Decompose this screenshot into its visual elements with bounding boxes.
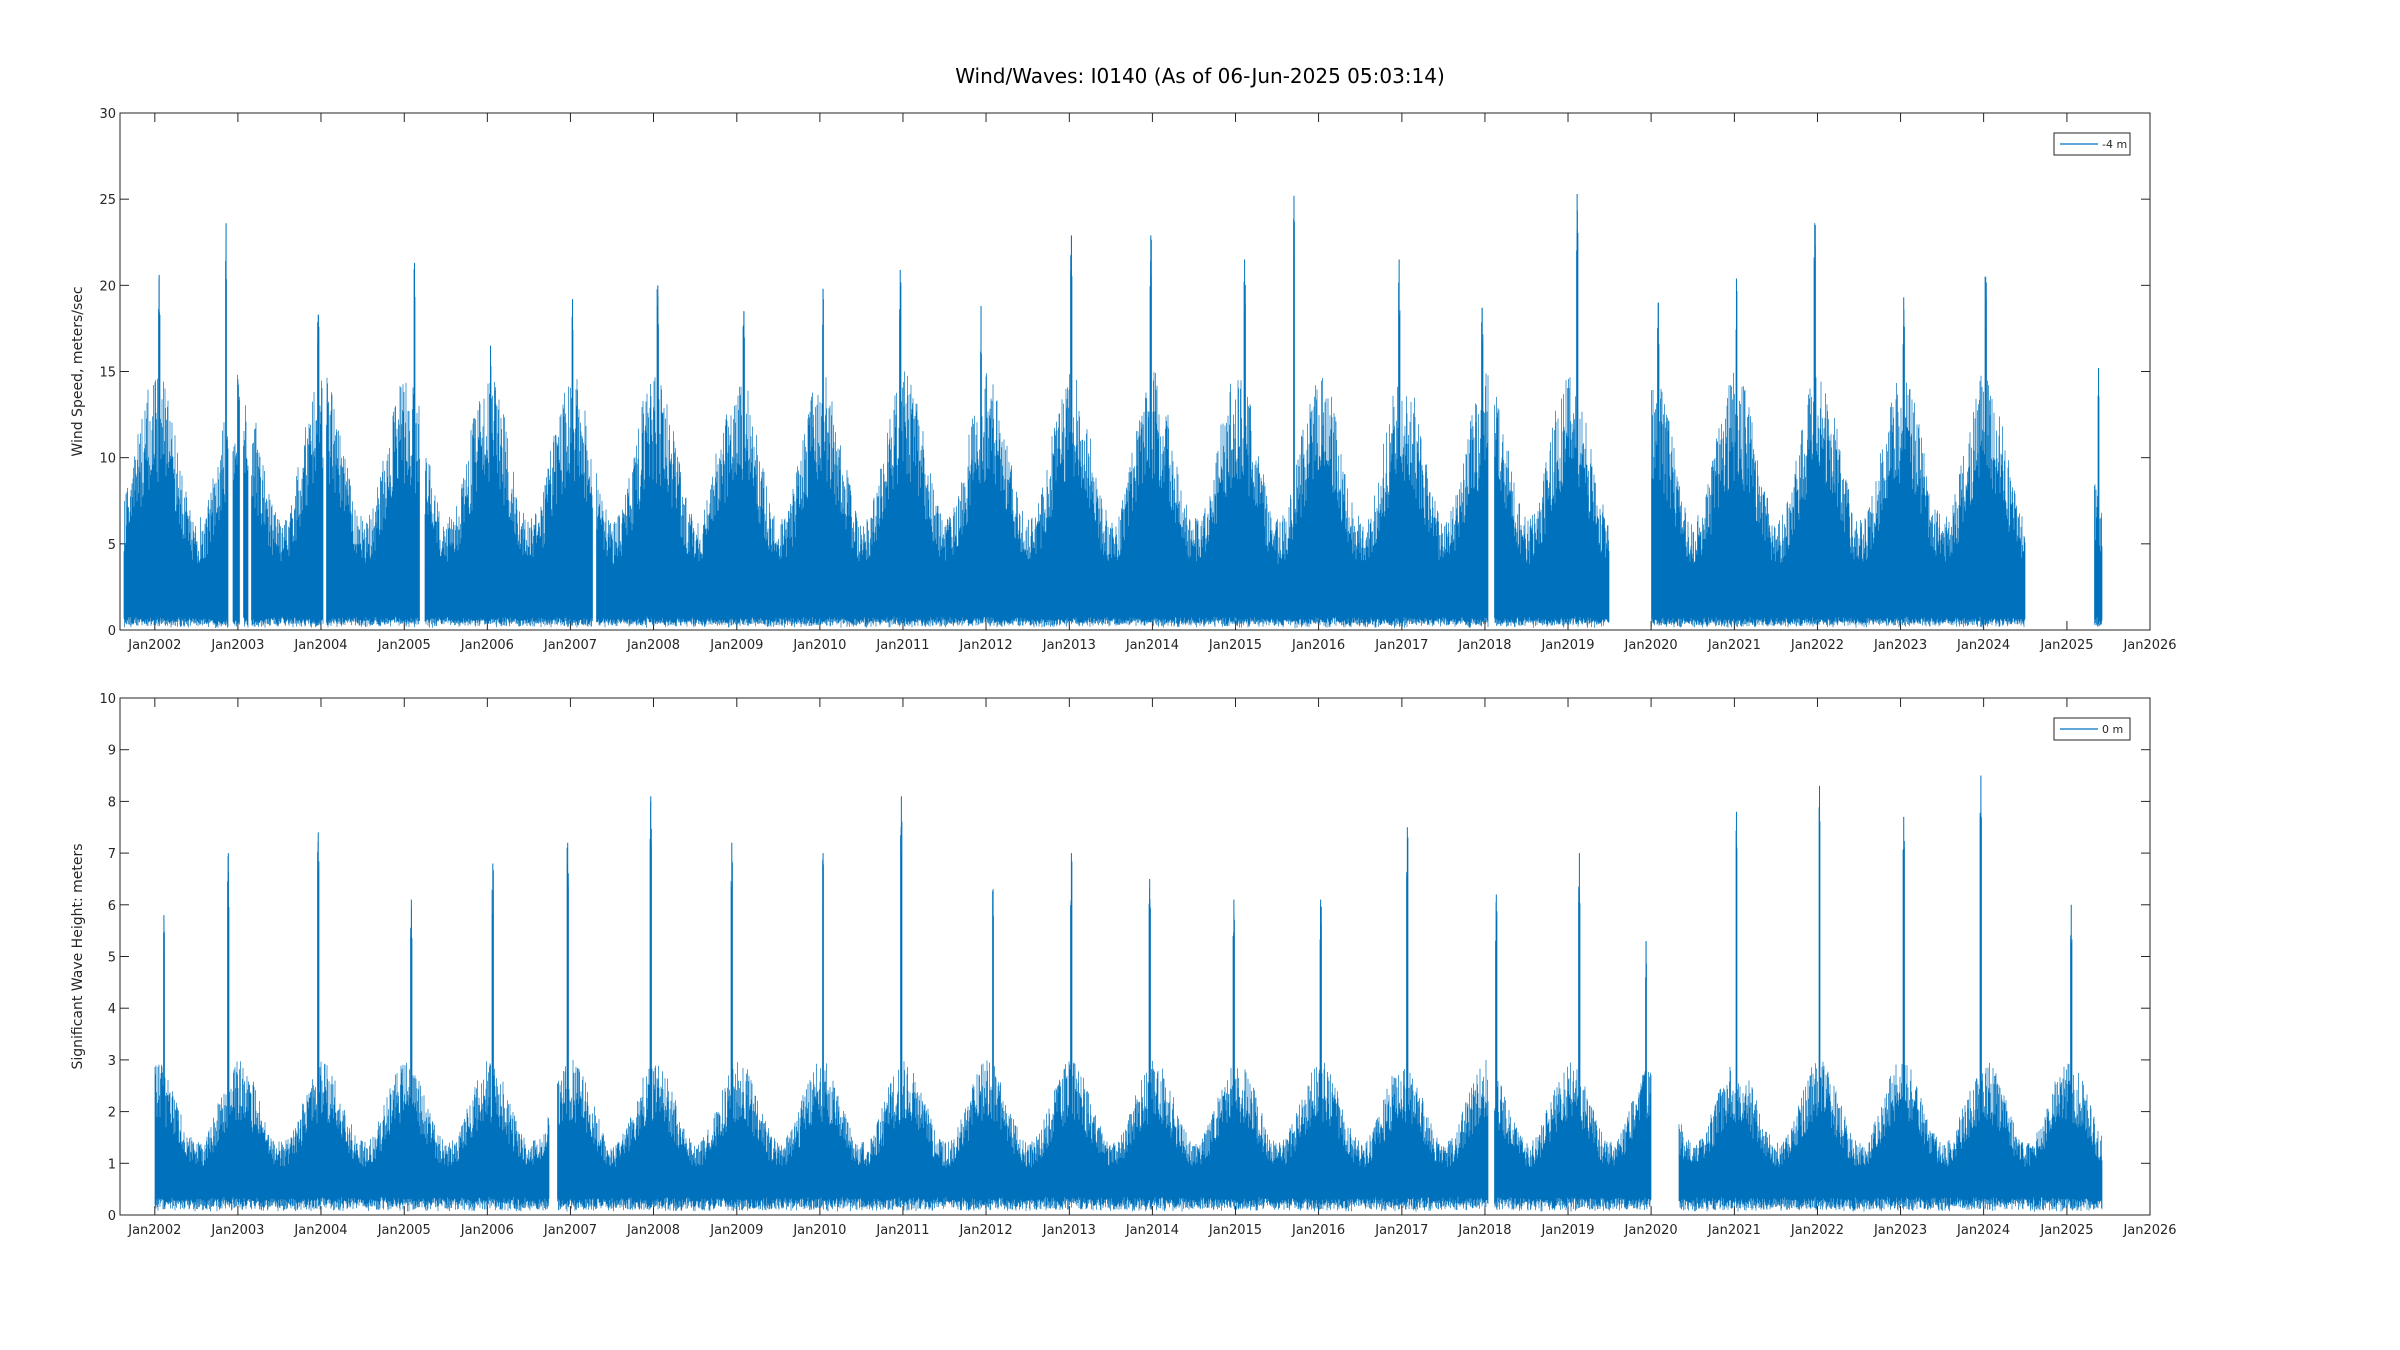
y-tick-label: 25 <box>99 193 116 208</box>
y-tick-label: 6 <box>108 899 116 914</box>
x-tick-label: Jan2006 <box>460 638 514 653</box>
series-trace <box>123 210 2103 629</box>
y-axis-label: Significant Wave Height: meters <box>70 843 86 1069</box>
x-tick-label: Jan2022 <box>1790 1223 1844 1238</box>
x-tick-label: Jan2005 <box>377 638 431 653</box>
x-tick-label: Jan2007 <box>543 638 597 653</box>
chart-panel-2: 0 1 2 3 4 5 6 7 8 9 10 Jan2002 Jan2003 Jan2004 Jan2005… <box>70 692 2177 1238</box>
x-tick-label: Jan2025 <box>2039 1223 2093 1238</box>
x-tick-label: Jan2014 <box>1125 1223 1179 1238</box>
series-trace <box>154 794 2103 1212</box>
x-tick-label: Jan2009 <box>709 638 763 653</box>
figure-title: Wind/Waves: I0140 (As of 06-Jun-2025 05:… <box>955 64 1445 88</box>
y-tick-label: 7 <box>108 847 116 862</box>
x-tick-label: Jan2004 <box>293 1223 347 1238</box>
y-tick-label: 8 <box>108 795 116 810</box>
x-tick-label: Jan2012 <box>958 638 1012 653</box>
y-tick-label: 1 <box>108 1157 116 1172</box>
legend-label: -4 m <box>2102 138 2127 151</box>
x-tick-label: Jan2003 <box>210 638 264 653</box>
x-tick-label: Jan2014 <box>1125 638 1179 653</box>
legend-label: 0 m <box>2102 723 2123 736</box>
x-tick-label: Jan2010 <box>792 1223 846 1238</box>
x-tick-label: Jan2026 <box>2122 1223 2176 1238</box>
x-tick-label: Jan2022 <box>1790 638 1844 653</box>
x-tick-label: Jan2017 <box>1374 1223 1428 1238</box>
x-tick-label: Jan2006 <box>460 1223 514 1238</box>
x-tick-label: Jan2024 <box>1956 1223 2010 1238</box>
x-tick-label: Jan2007 <box>543 1223 597 1238</box>
x-tick-label: Jan2023 <box>1873 1223 1927 1238</box>
x-tick-label: Jan2011 <box>875 1223 929 1238</box>
x-tick-label: Jan2016 <box>1291 638 1345 653</box>
y-tick-label: 30 <box>99 107 116 122</box>
y-tick-label: 4 <box>108 1002 116 1017</box>
x-tick-label: Jan2020 <box>1624 1223 1678 1238</box>
x-tick-label: Jan2023 <box>1873 638 1927 653</box>
y-tick-label: 0 <box>108 1209 116 1224</box>
y-tick-label: 15 <box>99 366 116 381</box>
x-tick-label: Jan2015 <box>1208 1223 1262 1238</box>
x-tick-label: Jan2002 <box>127 638 181 653</box>
x-tick-label: Jan2016 <box>1291 1223 1345 1238</box>
x-tick-label: Jan2011 <box>875 638 929 653</box>
x-tick-label: Jan2025 <box>2039 638 2093 653</box>
y-tick-label: 10 <box>99 692 116 707</box>
x-tick-label: Jan2012 <box>958 1223 1012 1238</box>
y-tick-label: 5 <box>108 538 116 553</box>
x-tick-label: Jan2020 <box>1624 638 1678 653</box>
x-tick-label: Jan2008 <box>626 638 680 653</box>
x-tick-label: Jan2019 <box>1540 1223 1594 1238</box>
x-tick-label: Jan2019 <box>1540 638 1594 653</box>
y-tick-label: 10 <box>99 452 116 467</box>
legend: -4 m <box>2053 132 2131 156</box>
x-tick-label: Jan2013 <box>1042 638 1096 653</box>
y-tick-label: 0 <box>108 624 116 639</box>
x-tick-label: Jan2002 <box>127 1223 181 1238</box>
x-tick-label: Jan2024 <box>1956 638 2010 653</box>
x-tick-label: Jan2003 <box>210 1223 264 1238</box>
y-tick-label: 9 <box>108 744 116 759</box>
y-tick-label: 2 <box>108 1106 116 1121</box>
x-tick-label: Jan2026 <box>2122 638 2176 653</box>
x-tick-label: Jan2021 <box>1707 1223 1761 1238</box>
chart-panel-1: 0 5 10 15 20 25 30 Jan2002 Jan2003 Jan2004 Jan2005… <box>70 107 2177 653</box>
x-tick-label: Jan2005 <box>377 1223 431 1238</box>
x-tick-label: Jan2013 <box>1042 1223 1096 1238</box>
x-tick-label: Jan2010 <box>792 638 846 653</box>
x-tick-label: Jan2015 <box>1208 638 1262 653</box>
y-tick-label: 20 <box>99 279 116 294</box>
x-tick-label: Jan2018 <box>1457 1223 1511 1238</box>
legend: 0 m <box>2053 717 2131 741</box>
x-tick-label: Jan2018 <box>1457 638 1511 653</box>
y-tick-label: 3 <box>108 1054 116 1069</box>
y-tick-label: 5 <box>108 951 116 966</box>
x-tick-label: Jan2009 <box>709 1223 763 1238</box>
x-tick-label: Jan2004 <box>293 638 347 653</box>
x-tick-label: Jan2021 <box>1707 638 1761 653</box>
y-axis-label: Wind Speed, meters/sec <box>70 286 86 456</box>
x-tick-label: Jan2008 <box>626 1223 680 1238</box>
x-tick-label: Jan2017 <box>1374 638 1428 653</box>
